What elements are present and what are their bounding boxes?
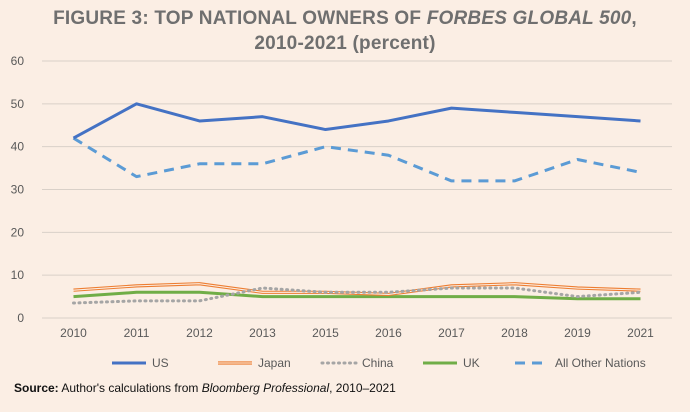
series-line-us — [72, 102, 641, 140]
x-tick-label: 2013 — [249, 326, 276, 340]
y-tick-label: 20 — [11, 225, 25, 239]
y-tick-label: 60 — [11, 54, 25, 68]
x-tick-label: 2019 — [564, 326, 591, 340]
series-line-china — [72, 286, 642, 305]
x-tick-label: 2018 — [501, 326, 528, 340]
y-tick-label: 50 — [11, 97, 25, 111]
source-note: Source: Author's calculations from Bloom… — [14, 381, 396, 395]
x-tick-label: 2016 — [375, 326, 402, 340]
legend-label-uk: UK — [463, 356, 480, 370]
x-tick-label: 2017 — [438, 326, 465, 340]
series-line-all-other-nations — [72, 136, 641, 183]
x-tick-label: 2010 — [60, 326, 87, 340]
series-line-uk — [73, 290, 641, 301]
x-tick-label: 2011 — [124, 326, 150, 340]
x-tick-label: 2012 — [186, 326, 213, 340]
y-tick-label: 40 — [11, 140, 25, 154]
chart-title-line1: FIGURE 3: TOP NATIONAL OWNERS OF FORBES … — [53, 8, 637, 29]
legend-label-china: China — [362, 356, 394, 370]
legend-label-all-other-nations: All Other Nations — [555, 356, 646, 370]
x-tick-label: 2015 — [312, 326, 339, 340]
y-tick-label: 30 — [11, 183, 25, 197]
legend-label-us: US — [152, 356, 169, 370]
x-tick-label: 2021 — [627, 326, 654, 340]
y-tick-label: 10 — [11, 268, 25, 282]
chart-title-line2: 2010-2021 (percent) — [254, 33, 436, 54]
legend-label-japan: Japan — [258, 356, 291, 370]
y-tick-label: 0 — [17, 311, 24, 325]
